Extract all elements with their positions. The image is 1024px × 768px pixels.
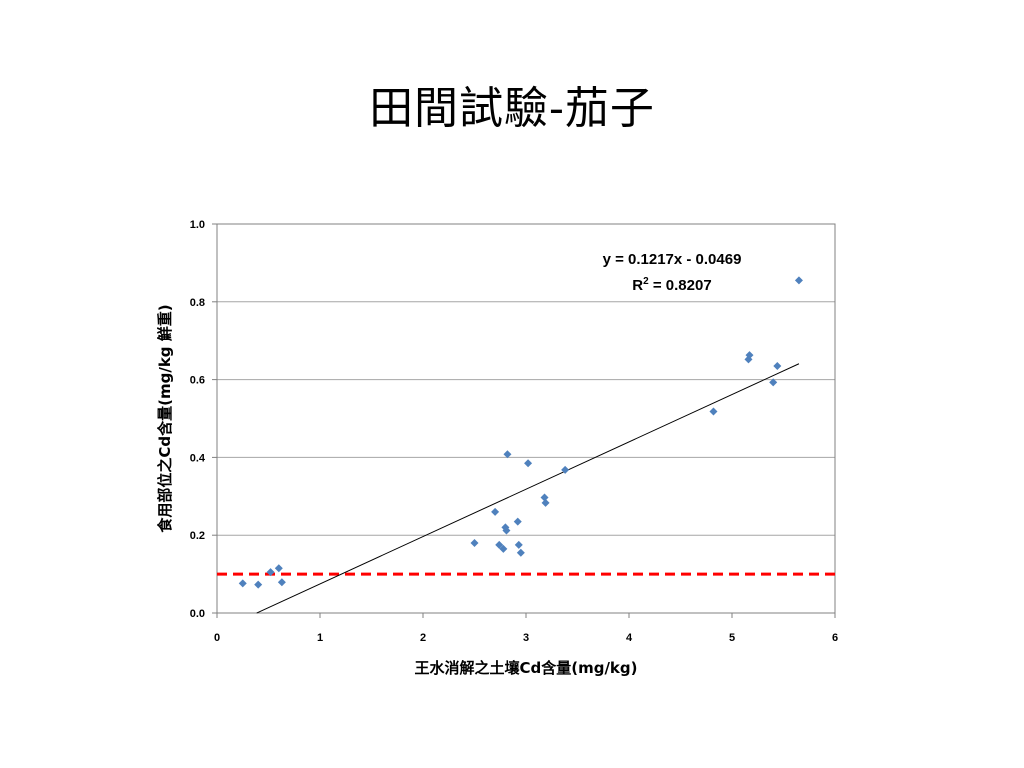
y-tick-label: 1.0 xyxy=(190,219,205,231)
x-tick-label: 6 xyxy=(832,632,838,644)
r-squared-label: R2 = 0.8207 xyxy=(632,276,711,294)
x-axis-title: 王水消解之土壤Cd含量(mg/kg) xyxy=(414,659,637,677)
r-squared-value: = 0.8207 xyxy=(649,277,712,294)
data-point xyxy=(238,579,247,588)
data-point xyxy=(514,540,523,549)
data-point xyxy=(794,276,803,285)
data-point xyxy=(491,507,500,516)
trendline xyxy=(256,363,800,614)
slide-title: 田間試驗-茄子 xyxy=(369,83,655,134)
x-tick-label: 5 xyxy=(729,632,735,644)
data-point xyxy=(502,526,511,535)
data-point xyxy=(745,351,754,360)
y-tick-label: 0.2 xyxy=(190,530,205,542)
x-tick-label: 2 xyxy=(420,632,426,644)
data-point xyxy=(274,564,283,573)
data-point xyxy=(499,544,508,553)
y-tick-label: 0.6 xyxy=(190,375,205,387)
data-point xyxy=(277,578,286,587)
data-point xyxy=(495,540,504,549)
data-point xyxy=(773,361,782,370)
x-tick-label: 4 xyxy=(626,632,633,644)
data-points xyxy=(238,276,803,589)
r-squared-superscript: 2 xyxy=(643,276,649,287)
x-axis-ticks: 0 1 2 3 4 5 6 xyxy=(214,613,838,644)
data-point xyxy=(709,407,718,416)
trendline-group xyxy=(256,363,800,614)
plot-area-border xyxy=(216,223,836,614)
y-axis-title: 食用部位之Cd含量(mg/kg 鮮重) xyxy=(156,304,174,532)
data-point xyxy=(513,517,522,526)
x-tick-label: 1 xyxy=(317,632,323,644)
data-point xyxy=(540,493,549,502)
y-tick-label: 0.4 xyxy=(190,452,206,464)
y-tick-label: 0.8 xyxy=(190,297,205,309)
data-point xyxy=(524,459,533,468)
data-point xyxy=(503,450,512,459)
data-point xyxy=(470,538,479,547)
r-squared-prefix: R xyxy=(632,277,643,294)
trendline-equation: y = 0.1217x - 0.0469 xyxy=(603,251,742,268)
data-point xyxy=(541,498,550,507)
data-point xyxy=(516,548,525,557)
data-point xyxy=(254,580,263,589)
gridlines xyxy=(217,223,835,614)
y-axis-ticks: 0.0 0.2 0.4 0.6 0.8 1.0 xyxy=(190,219,217,620)
y-tick-label: 0.0 xyxy=(190,608,205,620)
x-tick-label: 3 xyxy=(523,632,529,644)
data-point xyxy=(266,568,275,577)
data-point xyxy=(769,378,778,387)
data-point xyxy=(561,465,570,474)
x-tick-label: 0 xyxy=(214,632,220,644)
